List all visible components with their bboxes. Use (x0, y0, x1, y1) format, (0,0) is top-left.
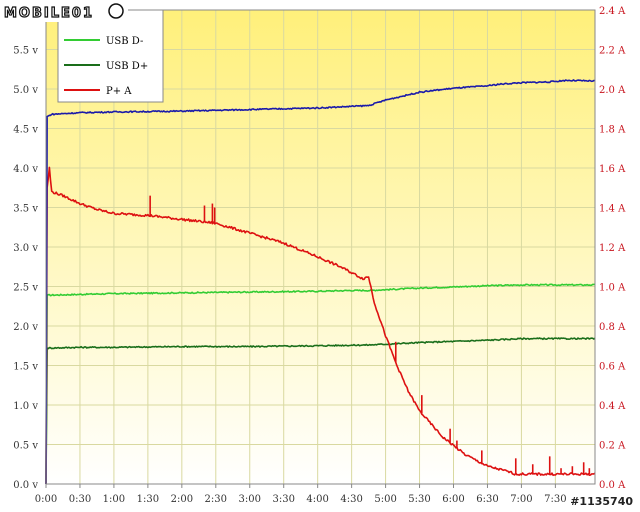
x-tick-label: 4:00 (306, 494, 328, 505)
right-tick-label: 1.0 A (599, 283, 626, 294)
right-tick-label: 1.8 A (599, 125, 626, 136)
logo-mark-icon (108, 3, 124, 19)
left-tick-label: 3.5 v (13, 204, 38, 215)
watermark-text: #1135740 (570, 495, 633, 508)
x-tick-label: 0:00 (35, 494, 57, 505)
grid (46, 10, 595, 485)
x-tick-label: 7:30 (544, 494, 566, 505)
watermark: #1135740 (570, 493, 636, 508)
left-tick-label: 2.0 v (13, 322, 38, 333)
x-tick-label: 4:30 (340, 494, 362, 505)
right-tick-label: 2.4 A (599, 6, 626, 17)
right-tick-label: 0.6 A (599, 362, 626, 373)
left-tick-label: 1.0 v (13, 401, 38, 412)
x-tick-label: 5:00 (374, 494, 396, 505)
left-tick-label: 3.0 v (13, 243, 38, 254)
left-tick-label: 1.5 v (13, 362, 38, 373)
series-line (45, 283, 596, 485)
x-tick-label: 7:00 (510, 494, 532, 505)
right-axis: 0.0 A 0.2 A 0.4 A 0.6 A 0.8 A 1.0 A 1.2 A 1.4 A… (599, 6, 626, 491)
left-tick-label: 4.5 v (13, 125, 38, 136)
logo: MOBILE01 (0, 0, 128, 22)
x-tick-label: 3:30 (272, 494, 294, 505)
left-tick-label: 4.0 v (13, 164, 38, 175)
series-line (45, 337, 596, 485)
x-tick-label: 3:00 (239, 494, 261, 505)
series-line (45, 79, 596, 485)
left-tick-label: 0.5 v (13, 441, 38, 452)
left-tick-label: 5.0 v (13, 85, 38, 96)
left-axis: 0.0 v 0.5 v 1.0 v 1.5 v 2.0 v 2.5 v 3.0 v 3.5 v… (13, 46, 38, 492)
x-axis: 0:00 0:30 1:00 1:30 2:00 2:30 3:00 3:30 4:00 4:30… (35, 484, 567, 505)
right-tick-label: 0.2 A (599, 441, 626, 452)
x-tick-label: 0:30 (69, 494, 91, 505)
right-tick-label: 1.2 A (599, 243, 626, 254)
plot-border (45, 9, 596, 485)
right-tick-label: 0.8 A (599, 322, 626, 333)
x-tick-label: 2:30 (205, 494, 227, 505)
x-tick-label: 6:30 (476, 494, 498, 505)
right-tick-label: 0.0 A (599, 480, 626, 491)
x-tick-label: 6:00 (442, 494, 464, 505)
right-tick-label: 1.6 A (599, 164, 626, 175)
x-tick-label: 1:00 (103, 494, 125, 505)
left-tick-label: 5.5 v (13, 46, 38, 57)
right-tick-label: 2.2 A (599, 46, 626, 57)
right-tick-label: 0.4 A (599, 401, 626, 412)
x-tick-label: 2:00 (171, 494, 193, 505)
watermark-background (574, 493, 636, 507)
logo-text: MOBILE01 (4, 6, 94, 21)
right-tick-label: 1.4 A (599, 204, 626, 215)
series-layer (45, 79, 596, 485)
logo-background (0, 0, 128, 22)
legend: USB D- USB D+ P+ A (57, 9, 164, 103)
left-tick-label: 0.0 v (13, 480, 38, 491)
right-tick-label: 2.0 A (599, 85, 626, 96)
left-tick-label: 2.5 v (13, 283, 38, 294)
x-tick-label: 5:30 (408, 494, 430, 505)
x-tick-label: 1:30 (137, 494, 159, 505)
legend-label: USB D+ (106, 61, 148, 72)
legend-label: P+ A (106, 86, 132, 97)
series-line (45, 166, 596, 485)
legend-label: USB D- (106, 36, 143, 47)
